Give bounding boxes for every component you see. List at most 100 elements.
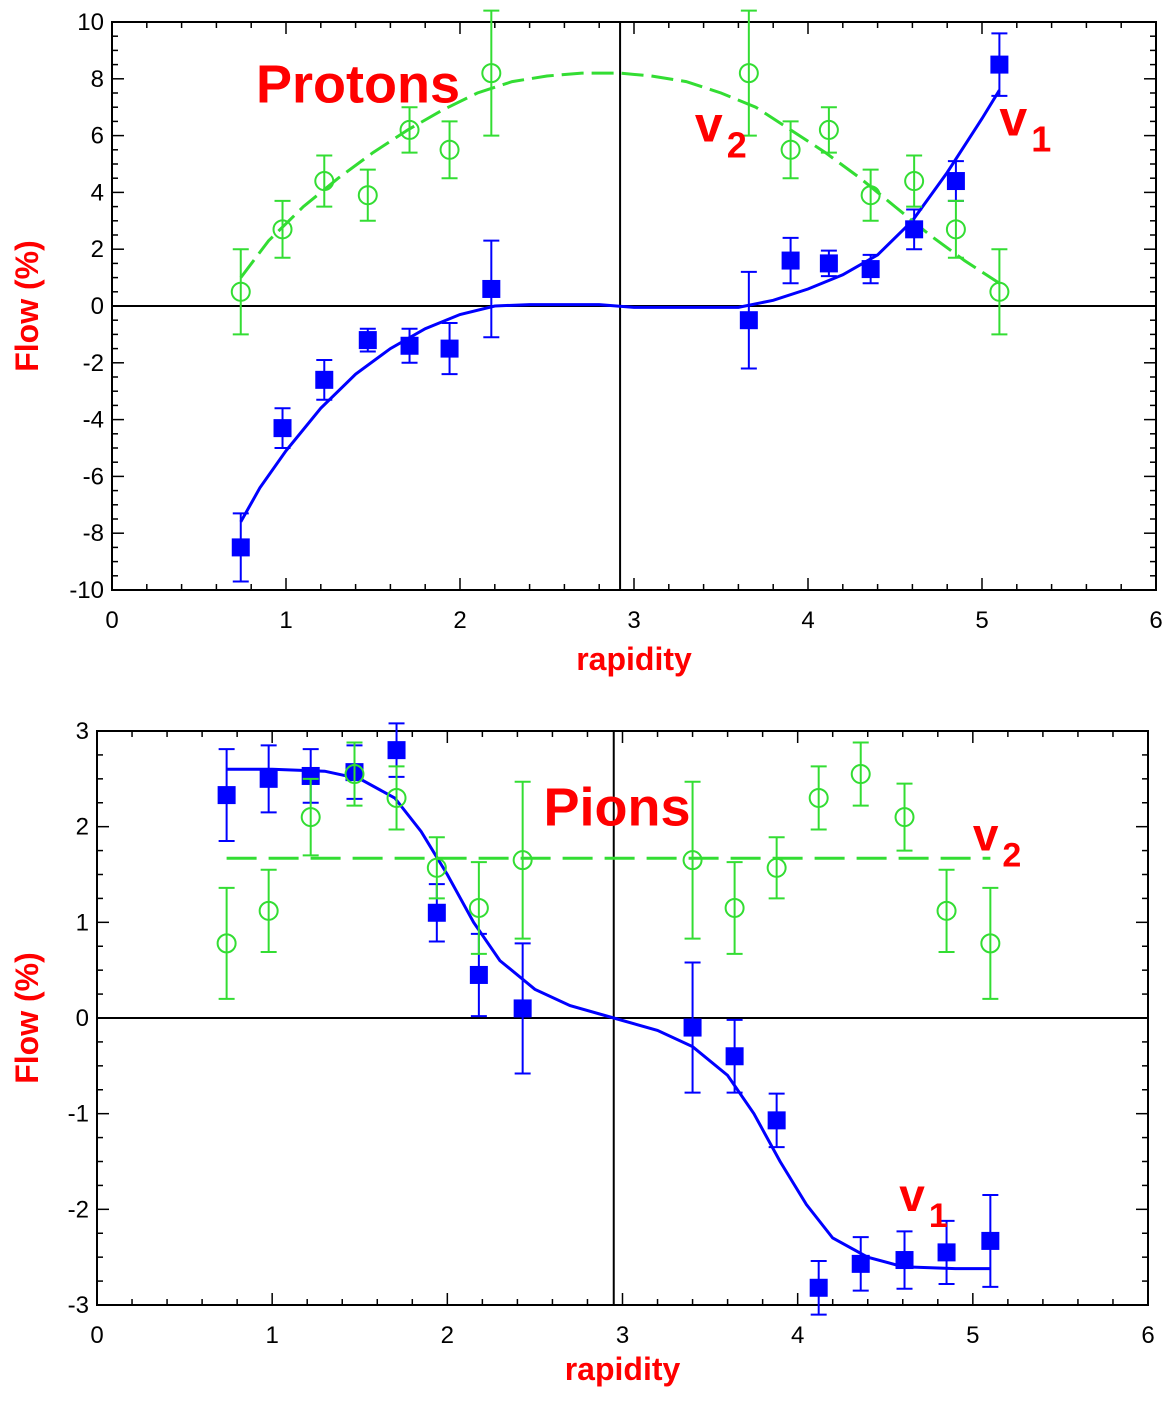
v1-point (946, 172, 965, 191)
y-tick-label: -6 (83, 463, 104, 490)
v2-fit-curve (239, 71, 1001, 285)
v2-point (439, 139, 460, 160)
v1-point (513, 999, 532, 1018)
series-label-main: v (695, 96, 723, 152)
v2-point (818, 119, 839, 140)
x-axis-title: rapidity (576, 641, 692, 677)
x-tick-label: 1 (279, 607, 292, 634)
v1-point (440, 339, 459, 358)
y-tick-label: -2 (83, 350, 104, 377)
v2-point (766, 857, 787, 878)
y-axis-title: Flow (%) (9, 952, 45, 1084)
y-tick-label: -2 (68, 1196, 89, 1223)
v1-point (217, 786, 236, 805)
v2-point (314, 171, 335, 192)
series-label-subscript: 2 (1002, 837, 1021, 875)
y-tick-label: -8 (83, 520, 104, 547)
x-tick-label: 3 (616, 1322, 629, 1349)
x-tick-label: 6 (1149, 607, 1162, 634)
y-tick-label: -10 (69, 577, 104, 604)
v1-point (981, 1231, 1000, 1250)
v1-point (387, 741, 406, 760)
panel-title-label: Pions (543, 778, 690, 838)
v2-point (945, 219, 966, 240)
y-tick-label: 2 (91, 236, 104, 263)
v1-fit-curve (239, 89, 1001, 523)
y-tick-label: 1 (76, 909, 89, 936)
v1-point (990, 55, 1009, 74)
v2-point (904, 171, 925, 192)
series-label-subscript: 2 (727, 124, 747, 165)
v1-point (358, 331, 377, 350)
series-label-main: v (899, 1169, 925, 1221)
v2-point (386, 787, 407, 808)
v2-point (357, 185, 378, 206)
x-tick-label: 2 (453, 607, 466, 634)
v1-point (767, 1111, 786, 1130)
x-tick-label: 6 (1141, 1322, 1154, 1349)
y-tick-label: 4 (91, 179, 104, 206)
v1-point (851, 1254, 870, 1273)
v2-point (936, 900, 957, 921)
v2-point (682, 850, 703, 871)
x-tick-label: 4 (801, 607, 814, 634)
v1-point (400, 336, 419, 355)
y-tick-label: 0 (76, 1005, 89, 1032)
v1-point (905, 220, 924, 239)
y-tick-label: 0 (91, 293, 104, 320)
x-tick-label: 0 (90, 1322, 103, 1349)
y-tick-label: -1 (68, 1101, 89, 1128)
v2-point (468, 897, 489, 918)
y-tick-label: 10 (77, 9, 104, 36)
y-tick-label: 6 (91, 123, 104, 150)
v1-point (482, 279, 501, 298)
v2-point (512, 850, 533, 871)
series-label-main: v (999, 91, 1027, 147)
v2-point (850, 764, 871, 785)
v2-point (230, 281, 251, 302)
x-tick-label: 5 (975, 607, 988, 634)
v1-point (273, 419, 292, 438)
panel-title-label: Protons (256, 54, 460, 114)
y-tick-label: 2 (76, 814, 89, 841)
v2-point (780, 139, 801, 160)
v1-point (725, 1047, 744, 1066)
v2-point (344, 764, 365, 785)
v1-point (819, 254, 838, 273)
series-label-subscript: 1 (929, 1197, 948, 1235)
y-tick-label: -4 (83, 407, 104, 434)
series-label-main: v (973, 809, 999, 861)
v2-point (738, 63, 759, 84)
v1-point (259, 769, 278, 788)
v1-point (231, 538, 250, 557)
v1-point (895, 1251, 914, 1270)
v2-point (426, 857, 447, 878)
v1-point (739, 311, 758, 330)
v1-point (683, 1018, 702, 1037)
v1-point (809, 1278, 828, 1297)
v2-point (258, 900, 279, 921)
x-tick-label: 3 (627, 607, 640, 634)
x-tick-label: 1 (265, 1322, 278, 1349)
v1-point (315, 370, 334, 389)
v2-point (989, 281, 1010, 302)
v2-point (860, 185, 881, 206)
v2-point (216, 933, 237, 954)
v2-point (724, 897, 745, 918)
x-tick-label: 0 (105, 607, 118, 634)
v1-point (301, 766, 320, 785)
v1-point (469, 965, 488, 984)
v2-point (272, 219, 293, 240)
v2-point (894, 807, 915, 828)
y-axis-title: Flow (%) (9, 240, 45, 372)
v1-point (861, 260, 880, 279)
y-tick-label: 3 (76, 718, 89, 745)
v1-point (427, 903, 446, 922)
v2-point (980, 933, 1001, 954)
